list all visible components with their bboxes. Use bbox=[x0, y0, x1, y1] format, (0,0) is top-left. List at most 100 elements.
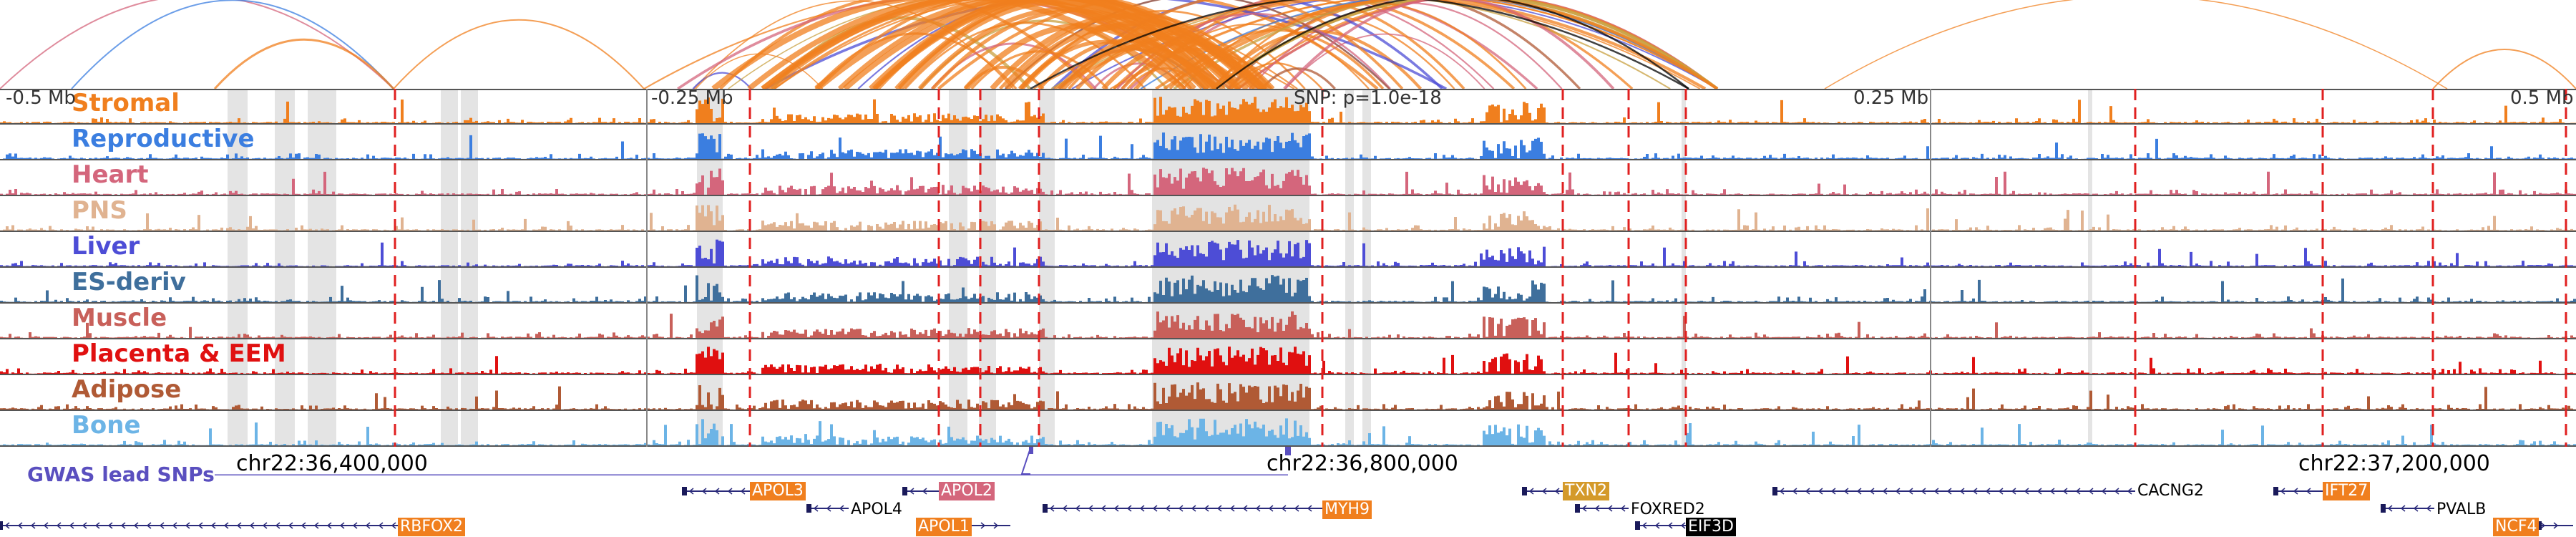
strand-arrow bbox=[1792, 488, 1797, 495]
signal-peaks bbox=[0, 204, 2576, 231]
signal-peaks bbox=[0, 311, 2576, 338]
strand-arrow bbox=[2540, 522, 2546, 529]
strand-arrow bbox=[2024, 488, 2029, 495]
strand-arrow bbox=[993, 522, 999, 529]
interaction-arc bbox=[764, 0, 1448, 89]
strand-arrow bbox=[2553, 522, 2559, 529]
interaction-arc bbox=[71, 0, 394, 89]
strand-arrow bbox=[352, 522, 358, 529]
strand-arrow bbox=[1216, 505, 1222, 512]
exon bbox=[1772, 487, 1777, 495]
interaction-arc bbox=[874, 0, 1270, 89]
strand-arrow bbox=[249, 522, 255, 529]
strand-arrow bbox=[1933, 488, 1939, 495]
gene-ncf4[interactable]: NCF4 bbox=[2493, 518, 2540, 536]
strand-arrow bbox=[922, 488, 927, 495]
signal-peaks bbox=[0, 239, 2576, 266]
gene-txn2[interactable]: TXN2 bbox=[1563, 482, 1609, 500]
exon bbox=[1043, 504, 1048, 513]
strand-arrow bbox=[2426, 505, 2431, 512]
strand-arrow bbox=[1152, 505, 1158, 512]
signal-tracks bbox=[0, 89, 2576, 447]
axis-tick-minus-05: -0.5 Mb bbox=[6, 87, 76, 109]
strand-arrow bbox=[1779, 488, 1785, 495]
exon bbox=[1635, 521, 1640, 530]
strand-arrow bbox=[1895, 488, 1901, 495]
strand-arrow bbox=[185, 522, 190, 529]
interaction-arc bbox=[1226, 0, 1581, 89]
strand-arrow bbox=[2088, 488, 2094, 495]
strand-arrow bbox=[120, 522, 126, 529]
strand-arrow bbox=[236, 522, 242, 529]
strand-arrow bbox=[909, 488, 914, 495]
strand-arrow bbox=[146, 522, 152, 529]
strand-arrow bbox=[1921, 488, 1926, 495]
snp-pvalue-label: SNP: p=1.0e-18 bbox=[1294, 87, 1442, 109]
gene-rbfox2[interactable]: RBFOX2 bbox=[398, 518, 466, 536]
strand-arrow bbox=[727, 488, 733, 495]
strand-arrow bbox=[1856, 488, 1862, 495]
strand-arrow bbox=[30, 522, 36, 529]
interaction-arc bbox=[0, 0, 394, 89]
gene-ift27[interactable]: IFT27 bbox=[2323, 482, 2371, 500]
interaction-arc bbox=[1260, 67, 1336, 89]
gene-eif3d[interactable]: EIF3D bbox=[1686, 518, 1736, 536]
strand-arrow bbox=[1908, 488, 1913, 495]
gwas-snp-marker bbox=[1029, 447, 1033, 454]
coordinate-label-2: chr22:36,800,000 bbox=[1267, 451, 1458, 476]
strand-arrow bbox=[313, 522, 319, 529]
strand-arrow bbox=[1126, 505, 1132, 512]
track-label-pns: PNS bbox=[72, 196, 127, 225]
gene-foxred2[interactable]: FOXRED2 bbox=[1631, 500, 1705, 518]
strand-arrow bbox=[1946, 488, 1952, 495]
strand-arrow bbox=[2036, 488, 2042, 495]
strand-arrow bbox=[210, 522, 216, 529]
strand-arrow bbox=[82, 522, 87, 529]
strand-arrow bbox=[1830, 488, 1836, 495]
coordinate-label-1: chr22:36,400,000 bbox=[236, 451, 428, 476]
track-label-bone: Bone bbox=[72, 411, 141, 440]
strand-arrow bbox=[2101, 488, 2107, 495]
strand-arrow bbox=[391, 522, 396, 529]
gene-apol4[interactable]: APOL4 bbox=[851, 500, 902, 518]
strand-arrow bbox=[1541, 488, 1547, 495]
gene-apol2[interactable]: APOL2 bbox=[939, 482, 995, 500]
track-label-heart: Heart bbox=[72, 160, 149, 189]
strand-arrow bbox=[2306, 488, 2311, 495]
strand-arrow bbox=[1667, 522, 1673, 529]
interaction-arc bbox=[1824, 0, 2448, 89]
strand-arrow bbox=[1062, 505, 1068, 512]
exon bbox=[2273, 487, 2278, 495]
gene-myh9[interactable]: MYH9 bbox=[1322, 500, 1372, 519]
axis-tick-plus-05: 0.5 Mb bbox=[2510, 87, 2574, 109]
track-label-reproductive: Reproductive bbox=[72, 125, 255, 153]
strand-arrow bbox=[1191, 505, 1196, 512]
strand-arrow bbox=[1607, 505, 1613, 512]
strand-arrow bbox=[1088, 505, 1093, 512]
gwas-snp-marker bbox=[1020, 448, 1031, 475]
interaction-arc bbox=[1214, 0, 1634, 89]
strand-arrow bbox=[1680, 522, 1686, 529]
signal-peaks bbox=[0, 275, 2576, 302]
gene-cacng2[interactable]: CACNG2 bbox=[2137, 482, 2204, 500]
gene-apol1[interactable]: APOL1 bbox=[916, 518, 972, 536]
gwas-snp-row bbox=[215, 447, 1291, 475]
interaction-arc bbox=[1216, 0, 1689, 89]
strand-arrow bbox=[1242, 505, 1248, 512]
strand-arrow bbox=[1654, 522, 1660, 529]
interaction-arc bbox=[1163, 0, 1719, 89]
strand-arrow bbox=[2011, 488, 2016, 495]
strand-arrow bbox=[1165, 505, 1171, 512]
interaction-arcs bbox=[0, 0, 2576, 89]
strand-arrow bbox=[1641, 522, 1647, 529]
track-label-liver: Liver bbox=[72, 232, 140, 261]
strand-arrow bbox=[159, 522, 165, 529]
strand-arrow bbox=[275, 522, 280, 529]
track-label-adipose: Adipose bbox=[72, 375, 182, 404]
gene-apol3[interactable]: APOL3 bbox=[750, 482, 806, 500]
gene-pvalb[interactable]: PVALB bbox=[2436, 500, 2487, 518]
strand-arrow bbox=[1869, 488, 1875, 495]
strand-arrow bbox=[1818, 488, 1823, 495]
strand-arrow bbox=[107, 522, 113, 529]
interaction-arc bbox=[1004, 24, 1235, 89]
